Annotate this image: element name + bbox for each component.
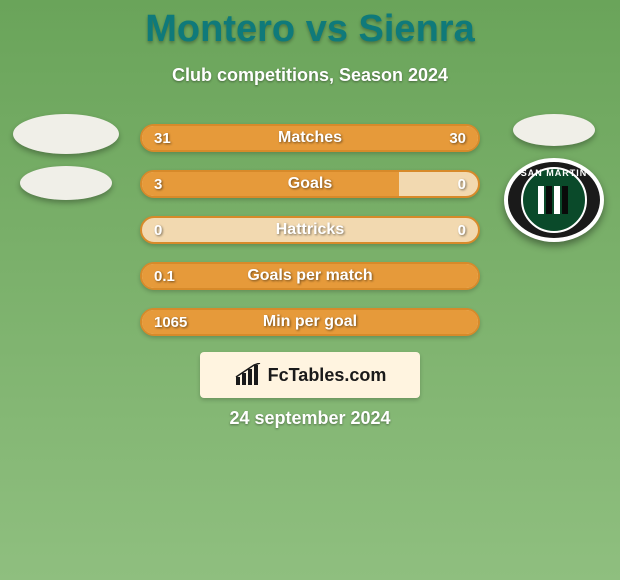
stat-label: Goals per match: [142, 264, 478, 288]
stat-label: Hattricks: [142, 218, 478, 242]
date-line: 24 september 2024: [0, 408, 620, 429]
club-badge-san-martin: SAN MARTIN: [504, 158, 604, 242]
left-player-badges: [6, 114, 126, 212]
stat-value-left: 3: [154, 172, 162, 196]
stat-value-right: 0: [458, 218, 466, 242]
brand-box: FcTables.com: [200, 352, 420, 398]
stat-value-left: 31: [154, 126, 171, 150]
brand-text: FcTables.com: [268, 365, 387, 386]
subtitle: Club competitions, Season 2024: [0, 65, 620, 86]
player-badge-ellipse: [513, 114, 595, 146]
stat-row: Goals3 0: [140, 170, 480, 198]
stat-label: Goals: [142, 172, 478, 196]
stat-label: Min per goal: [142, 310, 478, 334]
stats-rows: Matches3130Goals30Hattricks00Goals per m…: [140, 124, 480, 354]
stat-value-left: 0: [154, 218, 162, 242]
bar-chart-icon: [234, 363, 262, 387]
stat-value-right: 30: [449, 126, 466, 150]
player-badge-ellipse: [13, 114, 119, 154]
stat-row: Hattricks0 0: [140, 216, 480, 244]
club-badge-stripes-icon: [534, 180, 574, 220]
stat-row: Min per goal1065: [140, 308, 480, 336]
stat-label: Matches: [142, 126, 478, 150]
player-badge-ellipse: [20, 166, 112, 200]
stat-row: Goals per match0.1: [140, 262, 480, 290]
stat-value-left: 1065: [154, 310, 187, 334]
right-player-badges: SAN MARTIN: [494, 114, 614, 242]
stat-row: Matches31 30: [140, 124, 480, 152]
stat-value-left: 0.1: [154, 264, 175, 288]
stat-value-right: 0: [458, 172, 466, 196]
club-badge-text: SAN MARTIN: [521, 168, 588, 178]
page-title: Montero vs Sienra: [0, 0, 620, 51]
